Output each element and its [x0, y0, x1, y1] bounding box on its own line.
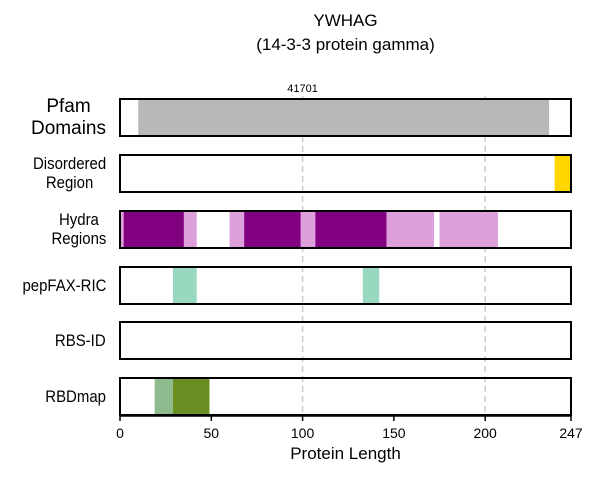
chart-title: YWHAG [313, 11, 378, 30]
x-tick-label: 100 [290, 425, 315, 441]
segment-pepfax-ric-0 [172, 267, 197, 304]
segment-hydra-regions-6 [315, 211, 387, 248]
segment-pepfax-ric-1 [362, 267, 380, 304]
position-annotation: 41701 [287, 83, 318, 95]
track-label-pfam-domains: Pfam Domains [31, 96, 106, 140]
track-label-line: Region [45, 173, 94, 193]
segment-hydra-regions-2 [183, 211, 197, 248]
track-frame-rbdmap [119, 377, 572, 416]
segment-rbdmap-1 [172, 378, 210, 415]
x-tick-label: 0 [116, 425, 124, 441]
track-label-line: pepFAX-RIC [22, 275, 106, 295]
track-label-line: Domains [31, 117, 106, 139]
track-frame-disordered-region [119, 154, 572, 193]
segment-rbdmap-0 [154, 378, 173, 415]
segment-disordered-region-0 [554, 155, 571, 192]
x-tick-label: 150 [382, 425, 406, 441]
segment-hydra-regions-5 [300, 211, 316, 248]
x-axis-label: Protein Length [290, 444, 401, 463]
track-label-line: Disordered [32, 153, 106, 173]
track-label-pepfax-ric: pepFAX-RIC [22, 276, 106, 296]
track-label-line: RBDmap [45, 386, 106, 406]
segment-hydra-regions-8 [439, 211, 498, 248]
track-label-disordered-region: Disordered Region [33, 154, 106, 194]
segment-hydra-regions-4 [244, 211, 301, 248]
segment-hydra-regions-7 [386, 211, 435, 248]
x-tick-label: 50 [203, 425, 220, 441]
track-label-rbdmap: RBDmap [45, 387, 106, 407]
segment-pfam-domains-0 [138, 99, 550, 136]
track-label-hydra-regions: Hydra Regions [51, 210, 106, 250]
chart-subtitle: (14-3-3 protein gamma) [256, 35, 435, 54]
segment-hydra-regions-0 [120, 211, 124, 248]
track-label-rbs-id: RBS-ID [55, 331, 106, 351]
x-tick-label: 200 [473, 425, 497, 441]
track-label-line: Pfam [46, 95, 91, 117]
track-label-line: Hydra [58, 209, 99, 229]
track-frame-pfam-domains [119, 98, 572, 137]
segment-hydra-regions-3 [229, 211, 245, 248]
track-label-line: Regions [51, 229, 106, 249]
x-tick-label: 247 [559, 425, 583, 441]
track-frame-rbs-id [119, 321, 572, 360]
track-frame-hydra-regions [119, 210, 572, 249]
track-frame-pepfax-ric [119, 266, 572, 305]
segment-hydra-regions-1 [123, 211, 184, 248]
track-label-line: RBS-ID [55, 330, 106, 350]
